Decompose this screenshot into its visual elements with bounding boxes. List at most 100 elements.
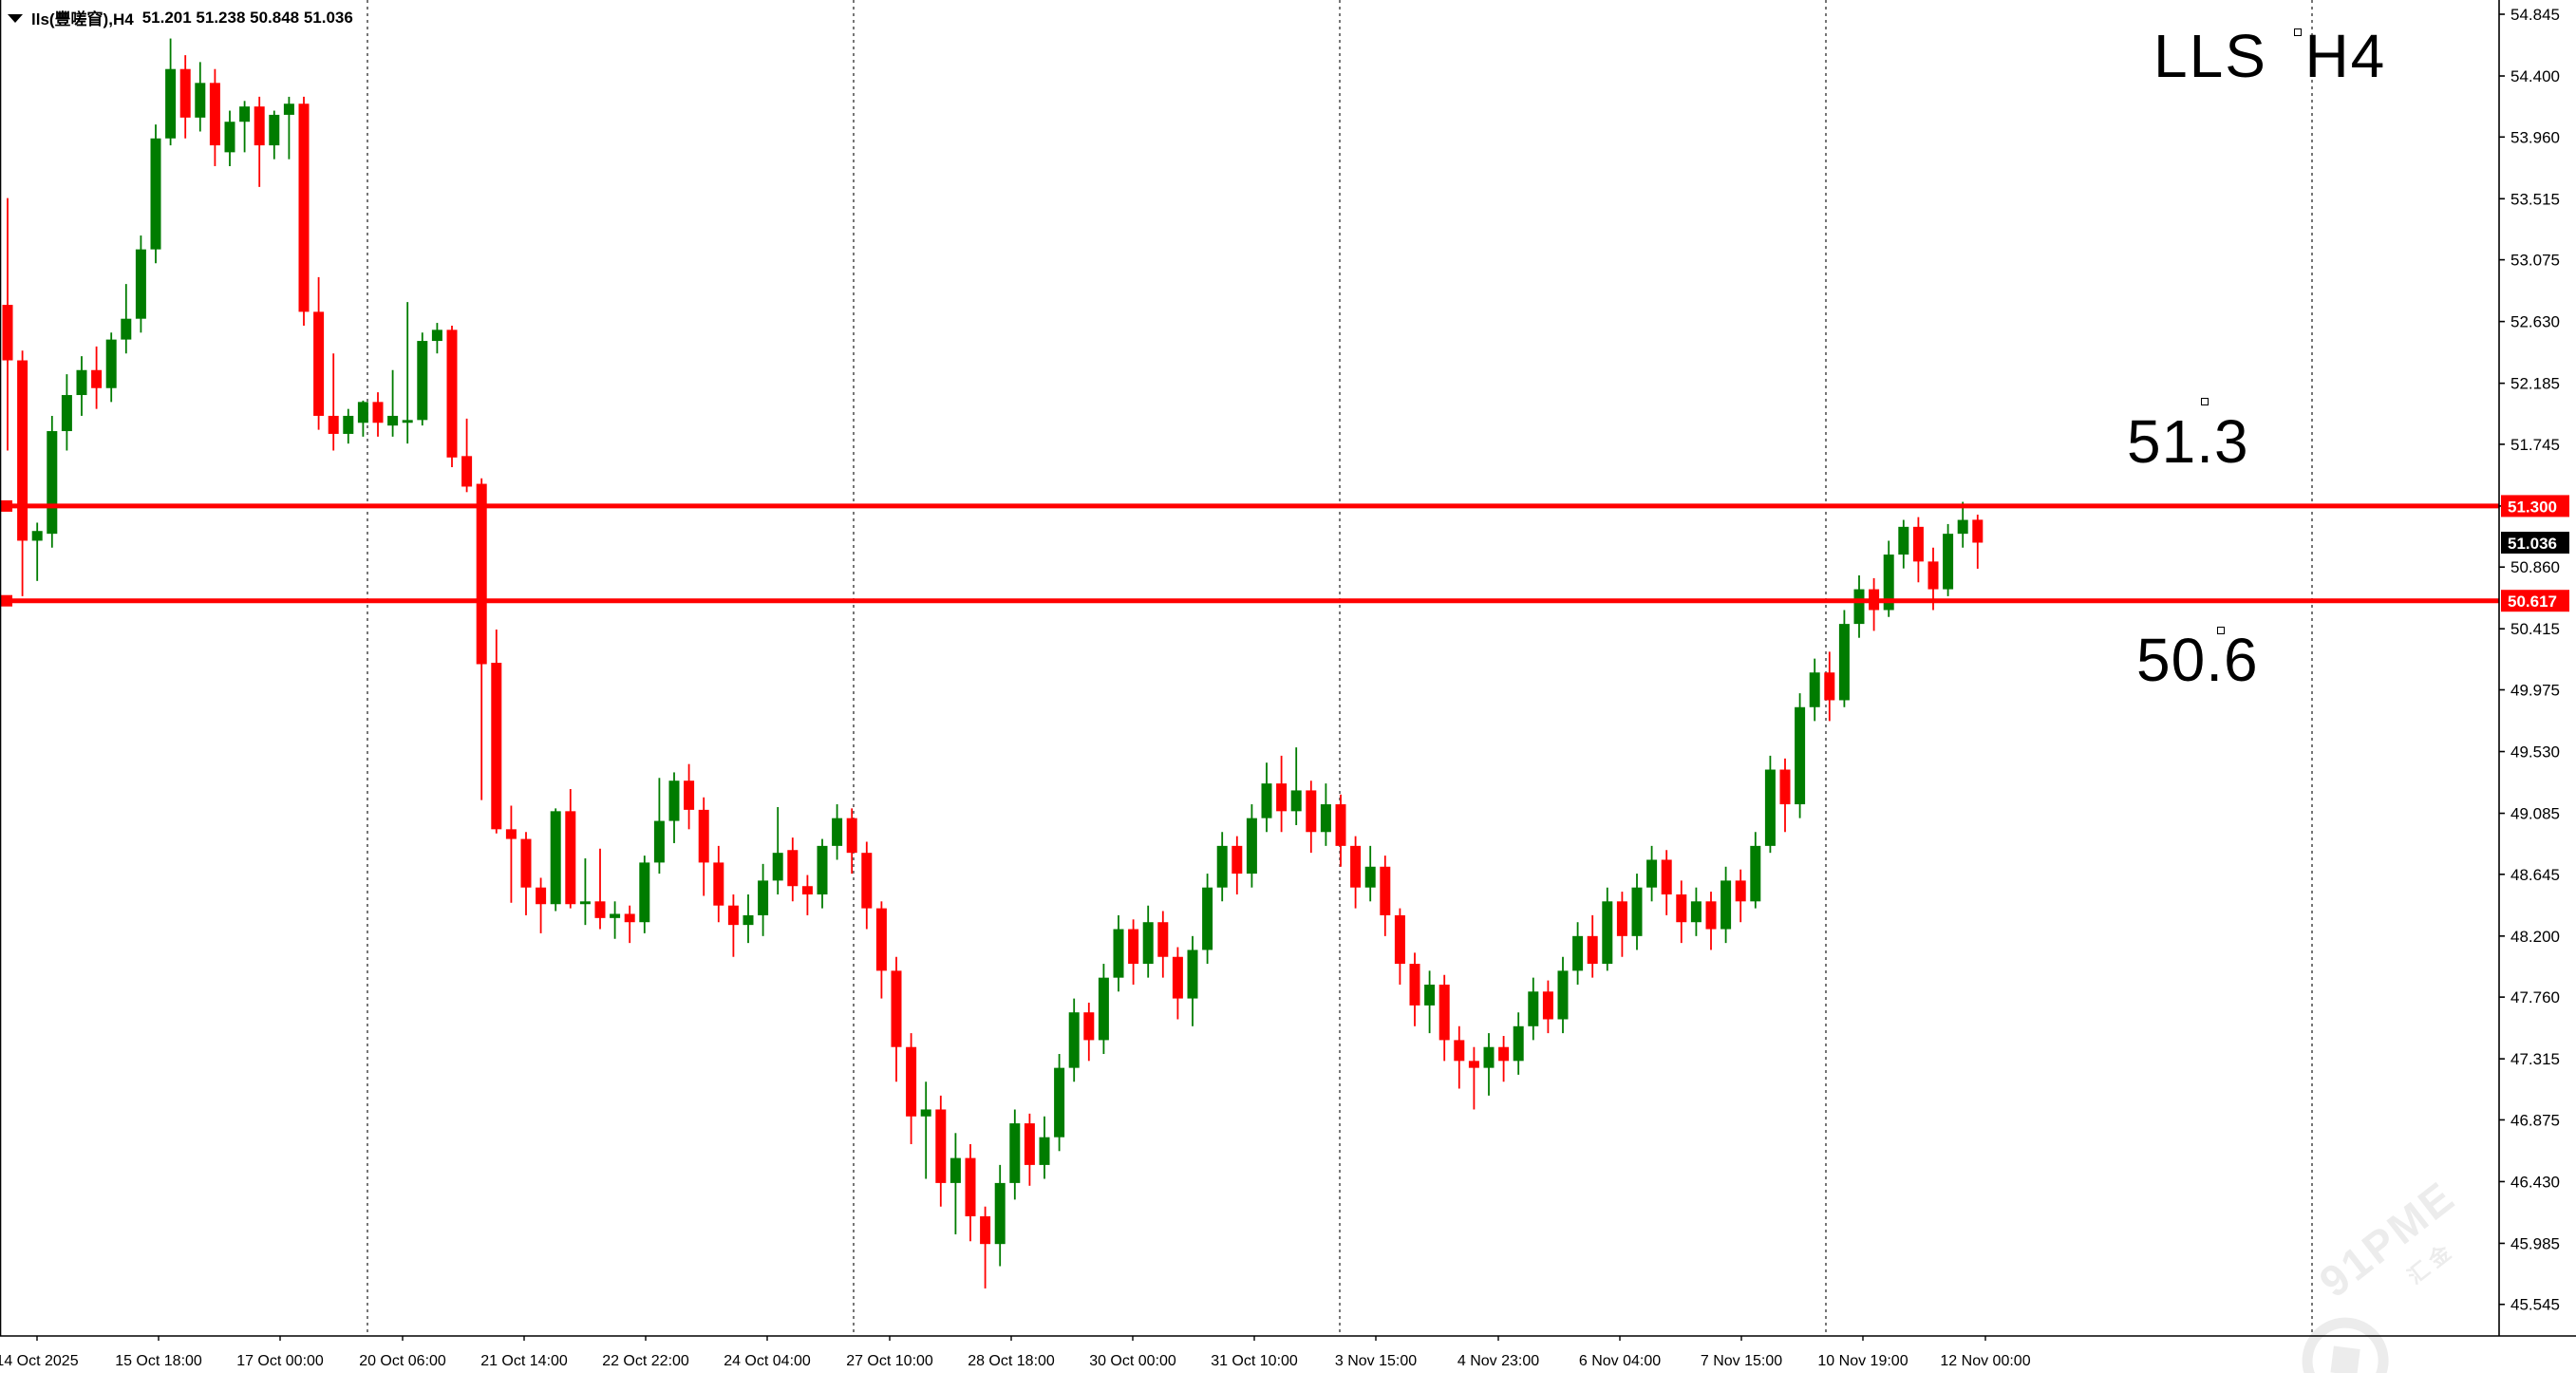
candle-body-up [668,781,680,821]
time-tick-label: 27 Oct 10:00 [846,1353,933,1369]
candle-body-up [1883,555,1894,611]
candle-body-up [387,415,399,426]
candle-body-up [1602,901,1613,965]
candle-body-down [1380,866,1391,915]
candle-body-down [965,1157,976,1216]
candle-body-up [1142,922,1154,965]
candle-body-down [254,106,265,146]
symbol-big-label[interactable]: LLS H4 [2153,22,2387,90]
price-tick-label: 50.860 [2510,558,2560,576]
price-tick-label: 45.985 [2510,1234,2560,1252]
price-tick-label: 47.760 [2510,988,2560,1006]
candle-body-down [1409,964,1420,1006]
candle-body-down [461,456,473,487]
time-tick-label: 28 Oct 18:00 [968,1353,1055,1369]
candle-body-down [1306,790,1317,833]
text-anchor-marker[interactable] [2201,398,2209,405]
candle-body-down [1335,804,1346,846]
candle-body-up [1424,984,1436,1006]
current-price-box [2501,531,2569,554]
candle-body-up [1364,866,1376,888]
candle-body-down [624,913,635,923]
candle-body-up [1068,1012,1080,1068]
candle-body-up [1764,769,1776,846]
candle-body-down [1438,984,1450,1041]
lower-level-text[interactable]: 50.6 [2136,626,2259,694]
candle-body-down [846,818,857,854]
candle-body-down [698,809,709,863]
price-tick-label: 46.875 [2510,1111,2560,1129]
candle-body-up [1009,1123,1021,1183]
candle-body-down [1083,1012,1095,1041]
candle-body-up [357,402,368,423]
time-tick-label: 4 Nov 23:00 [1457,1353,1539,1369]
candle-body-down [1454,1040,1465,1062]
candle-body-down [298,103,310,312]
broker-watermark: 91PME 汇金 [2237,1106,2576,1373]
price-tick-label: 54.400 [2510,67,2560,85]
candle-body-up [76,369,87,396]
candle-body-down [980,1215,991,1245]
candle-body-up [1246,818,1257,875]
candle-body-down [1676,894,1687,923]
candle-body-down [1498,1046,1510,1062]
candle-body-up [165,68,177,139]
candle-body-up [1690,901,1702,923]
candle-body-up [283,103,294,115]
candle-body-down [861,853,873,909]
candle-body-up [105,339,117,388]
candle-body-up [1838,624,1850,701]
candle-body-down [1927,561,1939,590]
candle-body-up [31,531,43,541]
candle-body-down [1587,935,1598,965]
time-tick-label: 3 Nov 15:00 [1335,1353,1417,1369]
candle-body-down [684,781,695,810]
upper-level-text[interactable]: 51.3 [2127,407,2249,476]
price-tick-label: 53.075 [2510,252,2560,270]
candle-body-up [994,1182,1006,1245]
candle-body-up [1513,1025,1524,1062]
time-tick-label: 30 Oct 00:00 [1089,1353,1176,1369]
coin-logo-icon [2302,1317,2389,1373]
symbol-dropdown-icon[interactable] [8,14,23,23]
candle-body-up [431,329,442,342]
price-tick-label: 53.960 [2510,128,2560,146]
price-tick-label: 52.185 [2510,375,2560,393]
price-tick-label: 45.545 [2510,1296,2560,1314]
candle-body-up [1750,845,1761,902]
time-tick-label: 7 Nov 15:00 [1701,1353,1782,1369]
candle-body-down [1276,783,1288,812]
candle-body-up [1957,519,1968,535]
candle-body-down [1350,845,1362,888]
level-price-label: 51.300 [2508,498,2557,516]
time-tick-label: 14 Oct 2025 [0,1353,79,1369]
candle-body-down [491,663,502,830]
candle-body-down [328,415,339,434]
candle-body-up [1113,929,1124,978]
candle-body-up [239,106,251,122]
candle-body-down [1912,526,1924,562]
chart-title-bar: lls(豐嗟窅),H4 51.201 51.238 50.848 51.036 [8,6,353,29]
candle-body-up [1646,859,1658,888]
candle-body-down [727,905,739,926]
price-tick-label: 50.415 [2510,620,2560,638]
price-tick-label: 46.430 [2510,1173,2560,1191]
candle-body-down [505,829,517,839]
price-tick-label: 49.530 [2510,743,2560,762]
candle-body-down [1394,914,1405,965]
level-line-handle[interactable] [1,594,12,607]
level-line-handle[interactable] [1,499,12,512]
text-anchor-marker[interactable] [2217,627,2225,634]
candle-body-up [269,114,280,146]
candle-body-down [1779,769,1791,805]
text-anchor-marker[interactable] [2294,28,2302,36]
time-tick-label: 22 Oct 22:00 [602,1353,689,1369]
candle-body-up [817,845,828,895]
candle-body-up [579,901,591,905]
candle-body-up [758,880,769,915]
candle-body-up [1898,526,1909,555]
candle-body-down [1735,880,1746,902]
candle-body-up [121,318,132,340]
